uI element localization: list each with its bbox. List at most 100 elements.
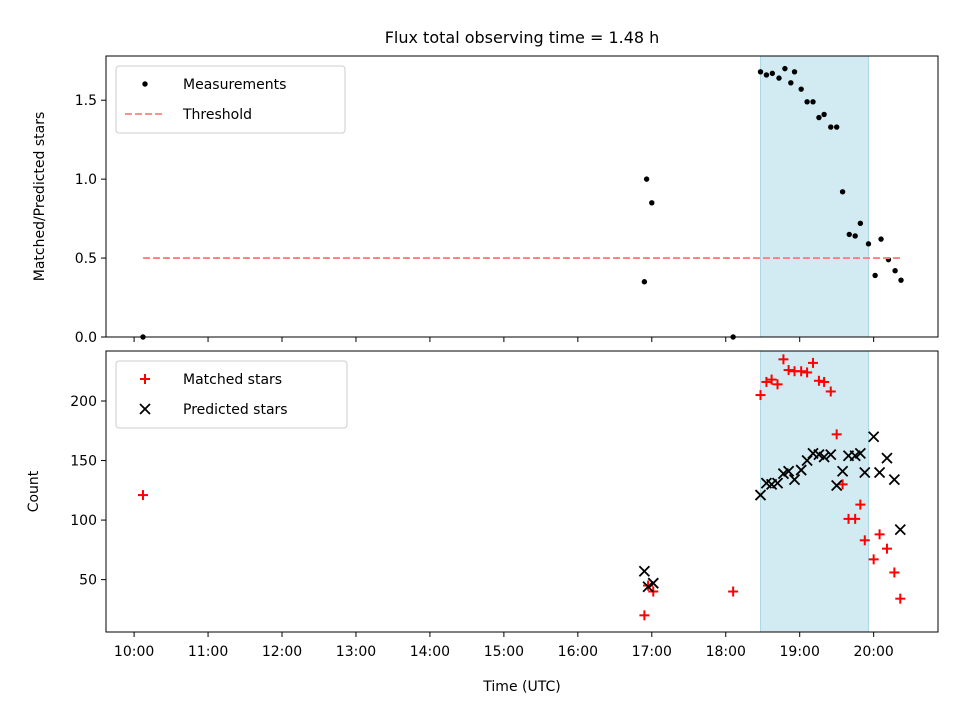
matched-star-point bbox=[874, 529, 885, 540]
measurement-point bbox=[769, 70, 776, 77]
matched-star-point bbox=[868, 554, 879, 565]
x-tick-label: 16:00 bbox=[558, 644, 598, 660]
predicted-star-point bbox=[754, 489, 767, 501]
measurement-point bbox=[804, 99, 810, 105]
x-tick-label: 14:00 bbox=[410, 644, 450, 660]
x-b bbox=[807, 447, 819, 460]
measurement-point bbox=[649, 200, 655, 206]
x-tick-label: 15:00 bbox=[484, 644, 524, 660]
series-1 bbox=[638, 431, 906, 593]
matched-star-point bbox=[755, 390, 766, 401]
y-tick-label: 1.0 bbox=[75, 172, 97, 188]
measurement-point bbox=[878, 236, 884, 242]
matched-star-point bbox=[728, 586, 739, 597]
panel-ratio: 0.0 0.5 1.0 1.5 Matched/Predicted stars Measu… bbox=[32, 55, 939, 346]
x-tick-label: 13:00 bbox=[336, 644, 376, 660]
axes-frame bbox=[105, 55, 939, 338]
matched-star-point bbox=[859, 535, 870, 546]
measurement-point bbox=[898, 277, 904, 283]
predicted-star-point bbox=[642, 581, 654, 593]
matched-star-point bbox=[778, 354, 789, 365]
measurement-point bbox=[776, 75, 782, 81]
matched-star-point bbox=[783, 365, 794, 376]
x-b bbox=[888, 473, 901, 486]
matched-star-point bbox=[772, 379, 783, 390]
predicted-star-point bbox=[859, 466, 871, 479]
x-b bbox=[788, 473, 801, 486]
highlight-span bbox=[760, 350, 869, 633]
x-tick-label: 17:00 bbox=[632, 644, 672, 660]
x-b bbox=[642, 581, 654, 593]
matched-star-point bbox=[895, 593, 906, 604]
x-b bbox=[638, 565, 651, 577]
measurement-point bbox=[857, 220, 864, 227]
axes-frame bbox=[105, 350, 939, 633]
predicted-star-point bbox=[647, 577, 659, 589]
measurement-point bbox=[852, 233, 858, 239]
predicted-star-point bbox=[873, 466, 886, 479]
predicted-star-point bbox=[825, 448, 837, 461]
y-tick-label: 0.5 bbox=[75, 251, 97, 267]
matched-star-point bbox=[137, 490, 148, 501]
x-b bbox=[868, 431, 880, 443]
predicted-star-point bbox=[818, 451, 830, 463]
matched-star-point bbox=[813, 375, 824, 386]
matched-star-point bbox=[837, 479, 848, 490]
measurement-point bbox=[821, 111, 827, 118]
x-tick-label: 20:00 bbox=[853, 644, 893, 660]
x-tick-label: 12:00 bbox=[262, 644, 302, 660]
x-b bbox=[771, 477, 784, 489]
predicted-star-point bbox=[868, 431, 880, 443]
x-b bbox=[818, 451, 830, 463]
x-b bbox=[836, 465, 849, 477]
measurement-point bbox=[788, 80, 794, 86]
y-axis-label: Matched/Predicted stars bbox=[32, 112, 48, 282]
legend-entry: Threshold bbox=[182, 107, 252, 123]
measurement-point bbox=[641, 279, 648, 285]
measurement-point bbox=[810, 99, 816, 105]
x-tick-label: 11:00 bbox=[188, 644, 228, 660]
measurement-point bbox=[833, 124, 840, 130]
measurement-point bbox=[865, 241, 872, 247]
x-tick-label: 10:00 bbox=[114, 644, 154, 660]
x-b bbox=[831, 479, 843, 492]
predicted-star-point bbox=[894, 523, 906, 536]
matched-star-point bbox=[831, 429, 842, 440]
x-tick-label: 19:00 bbox=[780, 644, 820, 660]
measurement-point bbox=[798, 86, 804, 92]
matched-star-point bbox=[825, 386, 836, 397]
matched-star-point bbox=[850, 513, 861, 524]
measurement-point bbox=[757, 69, 764, 75]
y-tick-label: 0.0 bbox=[75, 330, 97, 346]
panel-counts: 50 100 150 200 10:00 11:00 12:00 13:00 14:00 15:0… bbox=[26, 350, 939, 695]
x-tick-label: 18:00 bbox=[706, 644, 746, 660]
predicted-star-point bbox=[795, 464, 807, 476]
x-b bbox=[647, 577, 659, 589]
matched-star-point bbox=[761, 376, 772, 387]
x-b bbox=[813, 448, 825, 461]
x-b bbox=[795, 464, 807, 476]
y-axis-label: Count bbox=[26, 470, 42, 512]
measurement-point bbox=[763, 72, 770, 78]
matched-star-point bbox=[881, 543, 892, 554]
matched-star-point bbox=[855, 499, 866, 510]
legend-box bbox=[115, 65, 346, 134]
matched-star-point bbox=[819, 376, 830, 387]
x-b bbox=[854, 447, 866, 460]
y-tick-label: 100 bbox=[70, 513, 97, 529]
measurement-point bbox=[872, 272, 878, 279]
y-tick-label: 200 bbox=[70, 394, 97, 410]
predicted-star-point bbox=[881, 452, 893, 464]
legend-marker bbox=[139, 403, 151, 415]
measurement-point bbox=[816, 114, 822, 121]
legend-entry: Measurements bbox=[183, 77, 286, 93]
measurement-point bbox=[892, 267, 898, 274]
legend-marker bbox=[142, 81, 148, 87]
measurement-point bbox=[782, 65, 788, 72]
highlight-span bbox=[760, 55, 869, 338]
x-b bbox=[754, 489, 767, 501]
measurement-point bbox=[643, 176, 650, 182]
predicted-star-point bbox=[888, 473, 901, 486]
